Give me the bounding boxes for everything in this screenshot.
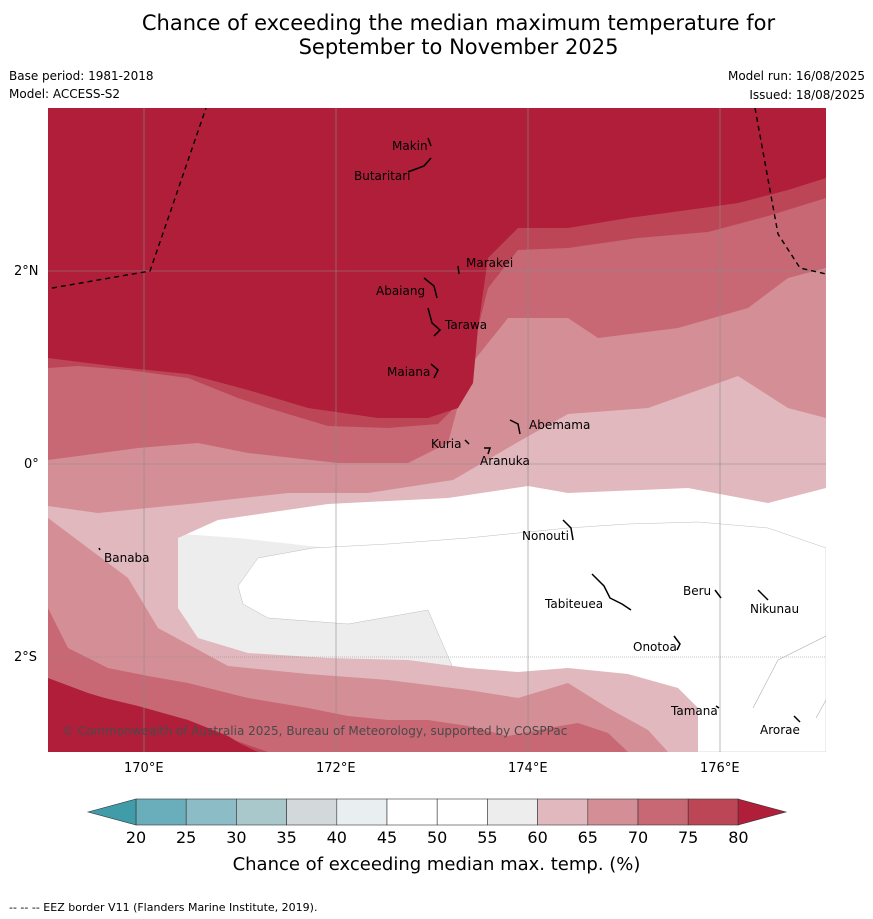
- colorbar-box-30: [236, 798, 287, 826]
- colorbar-tick-25: 25: [176, 828, 197, 847]
- band-80-south: [48, 686, 254, 752]
- colorbar-tick-20: 20: [125, 828, 147, 847]
- label-kuria: Kuria: [431, 437, 462, 451]
- copyright-text: © Commonwealth of Australia 2025, Bureau…: [62, 724, 567, 738]
- colorbar: [86, 798, 788, 826]
- colorbar-box-70: [637, 798, 689, 826]
- label-tabiteuea: Tabiteuea: [544, 597, 603, 611]
- colorbar-tick-40: 40: [326, 828, 347, 847]
- colorbar-tick-75: 75: [678, 828, 699, 847]
- model-run: Model run: 16/08/2025: [727, 69, 865, 83]
- colorbar-box-35: [286, 798, 338, 826]
- lon-label-170: 170°E: [124, 761, 164, 776]
- label-beru: Beru: [683, 584, 711, 598]
- label-banaba: Banaba: [104, 551, 150, 565]
- map-title: Chance of exceeding the median maximum t…: [0, 11, 873, 59]
- eez-borders-south: [752, 635, 826, 719]
- colorbar-tick-70: 70: [627, 828, 649, 847]
- colorbar-label: Chance of exceeding median max. temp. (%…: [232, 854, 641, 875]
- label-tarawa: Tarawa: [444, 318, 487, 332]
- colorbar-box-20: [135, 798, 187, 826]
- label-aranuka: Aranuka: [480, 454, 530, 468]
- label-nikunau: Nikunau: [750, 602, 799, 616]
- colorbar-tick-50: 50: [427, 828, 448, 847]
- colorbar-box-40: [336, 798, 388, 826]
- colorbar-box-25: [185, 798, 237, 826]
- colorbar-box-50: [436, 798, 488, 826]
- island-outlines: [98, 137, 801, 723]
- colorbar-box-45: [386, 798, 438, 826]
- colorbar-tick-45: 45: [376, 828, 398, 847]
- band-80: [48, 108, 826, 752]
- label-arorae: Arorae: [760, 723, 800, 737]
- colorbar-tick-80: 80: [728, 828, 749, 847]
- lon-label-174: 174°E: [508, 761, 548, 776]
- lat-label-0: 0°: [24, 457, 39, 472]
- lat-label-2n: 2°N: [14, 264, 39, 279]
- lon-label-172: 172°E: [316, 761, 356, 776]
- title-line-1: Chance of exceeding the median maximum t…: [141, 11, 776, 35]
- island-labels: Makin Butaritari Marakei Abaiang Tarawa …: [104, 139, 800, 737]
- lat-label-2s: 2°S: [14, 650, 38, 665]
- lon-label-176: 176°E: [700, 761, 740, 776]
- label-abaiang: Abaiang: [376, 284, 425, 298]
- colorbar-box-55: [487, 798, 538, 826]
- label-butaritari: Butaritari: [354, 169, 411, 183]
- label-maiana: Maiana: [387, 365, 430, 379]
- label-tamana: Tamana: [670, 704, 718, 718]
- title-line-2: September to November 2025: [298, 35, 619, 59]
- colorbar-tick-35: 35: [276, 828, 297, 847]
- base-period: Base period: 1981-2018: [9, 69, 154, 83]
- eez-borders: [51, 108, 826, 289]
- label-onotoa: Onotoa: [633, 640, 677, 654]
- colorbar-box-60: [537, 798, 589, 826]
- colorbar-boxes: [135, 798, 739, 826]
- label-marakei: Marakei: [466, 256, 513, 270]
- issued-date: Issued: 18/08/2025: [749, 88, 865, 102]
- colorbar-tick-30: 30: [226, 828, 247, 847]
- forecast-map: Makin Butaritari Marakei Abaiang Tarawa …: [48, 108, 826, 752]
- label-makin: Makin: [392, 139, 428, 153]
- gridlines: [48, 108, 826, 752]
- colorbar-low-extension: [86, 798, 137, 826]
- colorbar-box-65: [587, 798, 639, 826]
- colorbar-tick-65: 65: [577, 828, 598, 847]
- colorbar-tick-55: 55: [477, 828, 498, 847]
- label-nonouti: Nonouti: [522, 529, 569, 543]
- label-abemama: Abemama: [529, 418, 590, 432]
- eez-footnote: -- -- -- EEZ border V11 (Flanders Marine…: [9, 901, 318, 914]
- colorbar-tick-60: 60: [527, 828, 548, 847]
- colorbar-box-75: [687, 798, 739, 826]
- colorbar-high-extension: [737, 798, 788, 826]
- model-name: Model: ACCESS-S2: [9, 87, 121, 101]
